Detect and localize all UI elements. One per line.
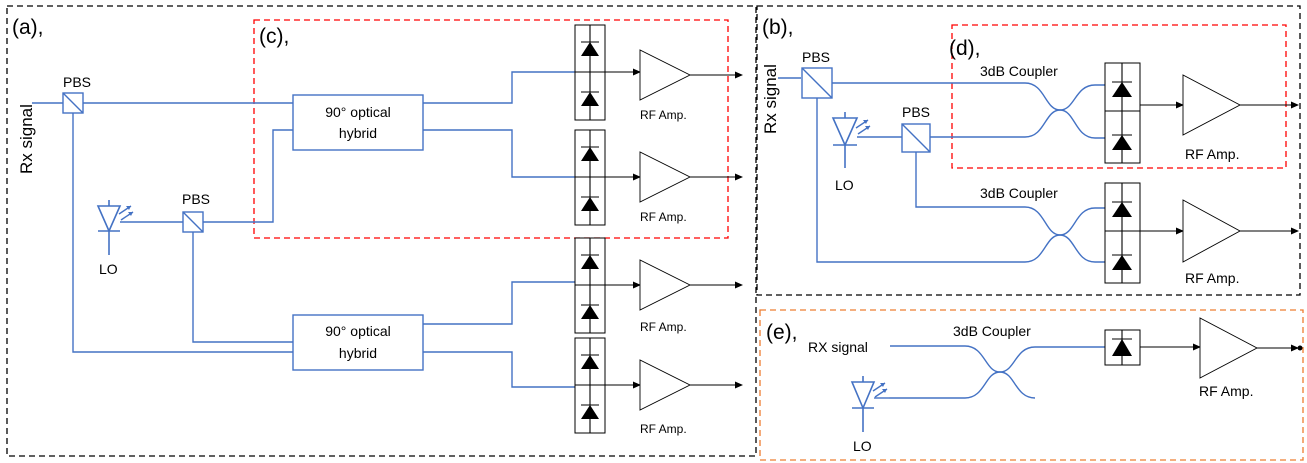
coupler-label-b2: 3dB Coupler bbox=[980, 185, 1058, 201]
panel-label-b: (b), bbox=[762, 16, 794, 39]
panel-label-e: (e), bbox=[766, 321, 798, 344]
rx-signal-label-b: Rx signal bbox=[761, 64, 780, 134]
rf-amp-icon bbox=[639, 151, 692, 203]
coupler-label-e: 3dB Coupler bbox=[953, 323, 1031, 339]
pbs-label-b2: PBS bbox=[902, 104, 930, 120]
balanced-detector-icon bbox=[574, 24, 606, 121]
panel-label-c: (c), bbox=[259, 25, 289, 48]
hybrid-label-2a: 90° optical bbox=[325, 323, 391, 339]
rx-signal-label-a: Rx signal bbox=[17, 104, 36, 174]
coupler-icon bbox=[1000, 82, 1105, 111]
balanced-detector-icon bbox=[574, 129, 606, 226]
rf-amp-icon bbox=[1199, 317, 1258, 379]
panel-label-d: (d), bbox=[949, 37, 981, 60]
frame-c bbox=[253, 19, 729, 239]
panel-label-a: (a), bbox=[12, 16, 44, 39]
lo-label-e: LO bbox=[853, 438, 872, 454]
fiber-lo-to-hybrid2 bbox=[192, 232, 293, 343]
fiber-lo-to-hybrid1 bbox=[203, 129, 293, 223]
rf-amp-icon bbox=[639, 359, 692, 411]
fiber-hybrid1-out-top bbox=[423, 71, 575, 104]
hybrid-label-1a: 90° optical bbox=[325, 104, 391, 120]
rx-signal-label-e: RX signal bbox=[808, 339, 868, 355]
rf-amp-icon bbox=[639, 259, 692, 311]
coupler-icon bbox=[890, 371, 1036, 399]
frame-b bbox=[756, 5, 1301, 296]
pbs-label-a2: PBS bbox=[182, 191, 210, 207]
coupler-icon bbox=[890, 345, 1105, 373]
rf-amp-label: RF Amp. bbox=[1185, 270, 1239, 286]
coupler-label-b1: 3dB Coupler bbox=[980, 63, 1058, 79]
coupler-icon bbox=[1000, 206, 1105, 236]
rf-amp-label: RF Amp. bbox=[1185, 146, 1239, 162]
coupler-icon bbox=[1000, 234, 1105, 263]
photodiode-icon bbox=[1104, 329, 1141, 366]
pbs-label-b1: PBS bbox=[802, 49, 830, 65]
pbs-icon bbox=[62, 92, 84, 114]
hybrid-label-2b: hybrid bbox=[339, 345, 377, 361]
fiber-pbs-b-to-coupler2 bbox=[816, 98, 1000, 263]
fiber-hybrid1-out-bot bbox=[423, 129, 575, 178]
rf-amp-label: RF Amp. bbox=[640, 108, 687, 122]
rf-amp-icon bbox=[639, 49, 692, 101]
pbs-label-a1: PBS bbox=[63, 74, 91, 90]
lo-label-a: LO bbox=[99, 261, 118, 277]
frame-e bbox=[759, 309, 1304, 461]
frame-a bbox=[6, 5, 757, 457]
rf-amp-label: RF Amp. bbox=[640, 320, 687, 334]
balanced-detector-icon bbox=[1104, 182, 1141, 284]
rf-amp-label: RF Amp. bbox=[640, 422, 687, 436]
fiber-pbs-b2-to-coupler2 bbox=[915, 152, 1000, 208]
pbs-icon bbox=[801, 67, 833, 99]
output-dot bbox=[1297, 345, 1303, 351]
rf-amp-icon bbox=[1182, 199, 1241, 263]
optical-hybrid-1 bbox=[292, 94, 424, 151]
laser-icon bbox=[850, 376, 888, 432]
optical-hybrid-2 bbox=[292, 314, 424, 371]
pbs-icon bbox=[901, 123, 931, 153]
laser-icon bbox=[96, 200, 134, 255]
balanced-detector-icon bbox=[574, 337, 606, 434]
frame-d bbox=[951, 24, 1287, 169]
rf-amp-label: RF Amp. bbox=[640, 210, 687, 224]
pbs-icon bbox=[182, 211, 204, 233]
hybrid-label-1b: hybrid bbox=[339, 125, 377, 141]
lo-label-b: LO bbox=[835, 177, 854, 193]
coupler-icon bbox=[1000, 109, 1105, 139]
rf-amp-label: RF Amp. bbox=[1199, 383, 1253, 399]
balanced-detector-icon bbox=[1104, 62, 1141, 164]
fiber-hybrid2-out-top bbox=[423, 281, 575, 325]
laser-icon bbox=[831, 112, 871, 168]
fiber-hybrid2-out-bot bbox=[423, 351, 575, 388]
rf-amp-icon bbox=[1182, 74, 1241, 136]
fiber-pbs-to-hybrid2 bbox=[72, 113, 293, 353]
balanced-detector-icon bbox=[574, 237, 606, 334]
